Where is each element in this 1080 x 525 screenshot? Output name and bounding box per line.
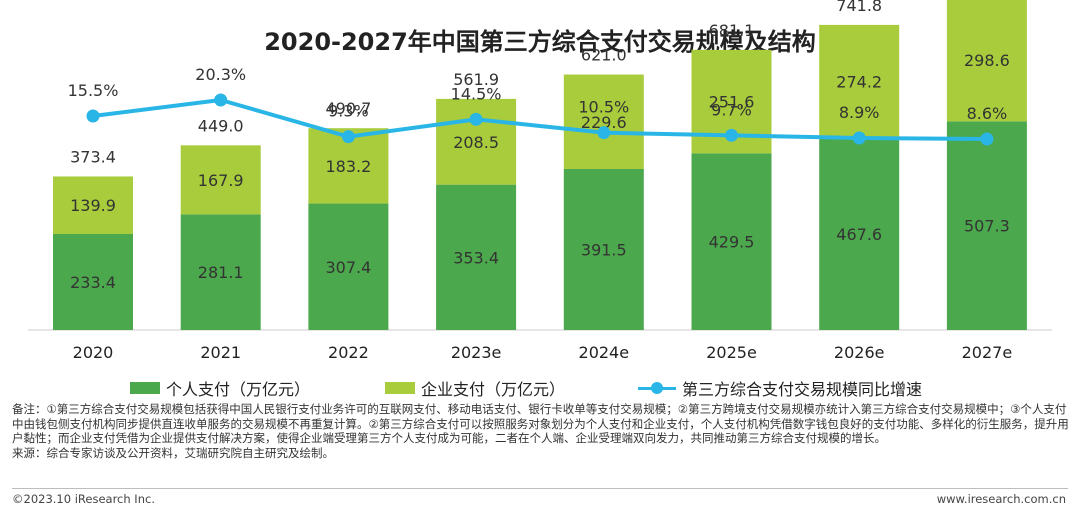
growth-point-2021 bbox=[214, 93, 228, 107]
x-tick-2026e: 2026e bbox=[834, 343, 885, 362]
x-tick-2025e: 2025e bbox=[706, 343, 757, 362]
label-total-2022: 490.7 bbox=[325, 99, 371, 118]
label-enterprise-2022: 183.2 bbox=[325, 157, 371, 176]
growth-label-2024e: 10.5% bbox=[578, 98, 629, 117]
legend-item-personal: 个人支付（万亿元） bbox=[130, 376, 310, 400]
growth-point-2027e bbox=[980, 132, 994, 146]
legend-swatch-growth bbox=[638, 382, 676, 394]
bar-personal-2022 bbox=[308, 203, 389, 330]
notes-remark: 备注：①第三方综合支付交易规模包括获得中国人民银行支付业务许可的互联网支付、移动… bbox=[12, 402, 1069, 445]
x-tick-2027e: 2027e bbox=[962, 343, 1013, 362]
legend-item-growth: 第三方综合支付交易规模同比增速 bbox=[638, 376, 922, 400]
legend-label-personal: 个人支付（万亿元） bbox=[166, 380, 311, 399]
growth-point-2026e bbox=[852, 131, 866, 145]
label-enterprise-2025e: 251.6 bbox=[709, 93, 755, 112]
notes-source: 来源：综合专家访谈及公开资料，艾瑞研究院自主研究及绘制。 bbox=[12, 445, 334, 460]
legend-label-enterprise: 企业支付（万亿元） bbox=[421, 380, 566, 399]
x-tick-2020: 2020 bbox=[73, 343, 114, 362]
footer-website: www.iresearch.com.cn bbox=[936, 492, 1066, 506]
label-total-2026e: 741.8 bbox=[836, 0, 882, 15]
x-tick-2023e: 2023e bbox=[451, 343, 502, 362]
bar-enterprise-2021 bbox=[180, 145, 261, 215]
bar-personal-2023e bbox=[436, 184, 517, 330]
bar-personal-2024e bbox=[563, 168, 644, 330]
footer-divider bbox=[12, 488, 1068, 489]
label-personal-2023e: 353.4 bbox=[453, 248, 499, 267]
growth-label-2021: 20.3% bbox=[195, 65, 246, 84]
legend: 个人支付（万亿元） 企业支付（万亿元） 第三方综合支付交易规模同比增速 bbox=[0, 376, 1080, 402]
bar-personal-2026e bbox=[819, 137, 900, 330]
legend-swatch-enterprise bbox=[385, 382, 415, 394]
growth-line-group: 15.5% 20.3% 9.3% 14.5% 10.5% 9.7% 8.9% 8.6% bbox=[68, 65, 1008, 146]
growth-label-2023e: 14.5% bbox=[451, 84, 502, 103]
x-tick-2022: 2022 bbox=[328, 343, 369, 362]
label-personal-2024e: 391.5 bbox=[581, 240, 627, 259]
bar-personal-2027e bbox=[946, 121, 1027, 330]
label-personal-2021: 281.1 bbox=[198, 263, 244, 282]
label-personal-2027e: 507.3 bbox=[964, 217, 1010, 236]
legend-swatch-personal bbox=[130, 382, 160, 394]
chart-canvas: 233.4 139.9 373.4 2020 281.1 167.9 449.0 2021 30… bbox=[28, 0, 1052, 362]
bar-enterprise-2024e bbox=[563, 74, 644, 169]
footer-copyright: ©2023.10 iResearch Inc. bbox=[12, 492, 155, 506]
bar-enterprise-2026e bbox=[819, 24, 900, 138]
growth-label-2020: 15.5% bbox=[68, 81, 119, 100]
bar-group: 233.4 139.9 373.4 2020 281.1 167.9 449.0 2021 30… bbox=[53, 0, 1027, 362]
growth-label-2027e: 8.6% bbox=[967, 104, 1008, 123]
label-enterprise-2023e: 208.5 bbox=[453, 133, 499, 152]
bar-enterprise-2020 bbox=[53, 176, 133, 234]
x-tick-2021: 2021 bbox=[200, 343, 241, 362]
label-enterprise-2020: 139.9 bbox=[70, 196, 116, 215]
bar-personal-2020 bbox=[53, 234, 133, 330]
label-enterprise-2024e: 229.6 bbox=[581, 113, 627, 132]
growth-line bbox=[92, 98, 987, 141]
label-enterprise-2021: 167.9 bbox=[198, 171, 244, 190]
growth-point-2020 bbox=[86, 109, 100, 123]
label-total-2020: 373.4 bbox=[70, 147, 116, 166]
label-total-2024e: 621.0 bbox=[581, 46, 627, 65]
legend-label-growth: 第三方综合支付交易规模同比增速 bbox=[682, 380, 923, 399]
x-tick-2024e: 2024e bbox=[579, 343, 630, 362]
label-personal-2026e: 467.6 bbox=[836, 225, 882, 244]
bar-enterprise-2027e bbox=[946, 0, 1027, 122]
label-personal-2022: 307.4 bbox=[325, 258, 371, 277]
label-personal-2025e: 429.5 bbox=[709, 233, 755, 252]
bar-personal-2021 bbox=[180, 214, 261, 330]
bar-personal-2025e bbox=[691, 153, 772, 330]
growth-point-2023e bbox=[469, 112, 483, 126]
label-enterprise-2026e: 274.2 bbox=[836, 72, 882, 91]
growth-point-2022 bbox=[341, 130, 355, 144]
notes: 备注：①第三方综合支付交易规模包括获得中国人民银行支付业务许可的互联网支付、移动… bbox=[12, 402, 1072, 460]
legend-item-enterprise: 企业支付（万亿元） bbox=[385, 376, 565, 400]
growth-label-2025e: 9.7% bbox=[711, 100, 752, 119]
label-total-2021: 449.0 bbox=[198, 116, 244, 135]
growth-point-2024e bbox=[597, 126, 611, 140]
label-total-2023e: 561.9 bbox=[453, 70, 499, 89]
label-total-2025e: 681.1 bbox=[709, 21, 755, 40]
label-personal-2020: 233.4 bbox=[70, 273, 116, 292]
growth-point-2025e bbox=[725, 128, 738, 142]
growth-label-2022: 9.3% bbox=[328, 102, 369, 121]
growth-label-2026e: 8.9% bbox=[839, 103, 880, 122]
label-enterprise-2027e: 298.6 bbox=[964, 51, 1010, 70]
